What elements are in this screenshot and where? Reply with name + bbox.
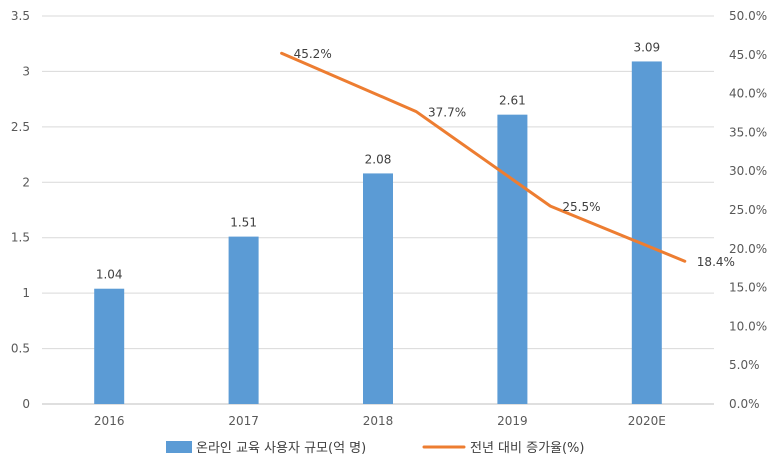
x-tick-label: 2019 [497,414,528,428]
bar [631,61,662,405]
bar-value-label: 2.08 [365,152,392,166]
line-value-label: 37.7% [428,105,466,119]
y-left-tick-label: 3.5 [11,9,30,23]
y-left-tick-label: 1 [22,286,30,300]
y-right-tick-label: 35.0% [729,125,767,139]
line-value-label: 25.5% [562,200,600,214]
growth-rate-line [280,51,687,263]
legend-label-line: 전년 대비 증가율(%) [470,441,584,456]
x-tick-label: 2016 [94,414,125,428]
bar-layer [94,61,662,405]
bar-value-label: 2.61 [499,94,526,108]
y-left-tick-label: 3 [22,64,30,78]
y-right-tick-label: 10.0% [729,319,767,333]
bar [363,173,393,404]
y-left-tick-label: 2 [22,175,30,189]
line-value-label: 45.2% [294,47,332,61]
legend-label-bar: 온라인 교육 사용자 규모(억 명) [196,441,366,456]
y-left-tick-label: 1.5 [11,231,30,245]
y-right-tick-label: 30.0% [729,164,767,178]
bar-value-label: 1.51 [230,216,257,230]
legend: 온라인 교육 사용자 규모(억 명) 전년 대비 증가율(%) [166,441,584,456]
line-value-label: 18.4% [697,255,735,269]
y-right-tick-label: 5.0% [729,358,760,372]
y-left-tick-label: 0.5 [11,342,30,356]
y-left-tick-label: 2.5 [11,120,30,134]
label-layer: 1.04 1.51 2.08 2.61 3.09 45.2% 37.7% 25.5% 18.4% [96,40,735,281]
y-left-tick-label: 0 [22,397,30,411]
bar [497,114,528,405]
y-right-tick-label: 20.0% [729,242,767,256]
bar-value-label: 1.04 [96,268,123,282]
y-right-tick-label: 50.0% [729,9,767,23]
line-layer [280,51,687,263]
x-tick-label: 2018 [363,414,394,428]
legend-swatch-bar [166,441,192,453]
y-right-tick-label: 15.0% [729,281,767,295]
bar-value-label: 3.09 [633,40,660,54]
y-right-tick-label: 0.0% [729,397,760,411]
y-right-tick-label: 45.0% [729,48,767,62]
bar [228,236,259,404]
x-tick-label: 2017 [228,414,259,428]
x-tick-label: 2020E [628,414,666,428]
y-right-tick-label: 40.0% [729,87,767,101]
bar [94,288,125,404]
y-right-tick-label: 25.0% [729,203,767,217]
axis-layer: 0 0.5 1 1.5 2 2.5 3 3.5 0.0% 5.0% 10.0% 15.0% 20.0% 2… [11,9,767,428]
